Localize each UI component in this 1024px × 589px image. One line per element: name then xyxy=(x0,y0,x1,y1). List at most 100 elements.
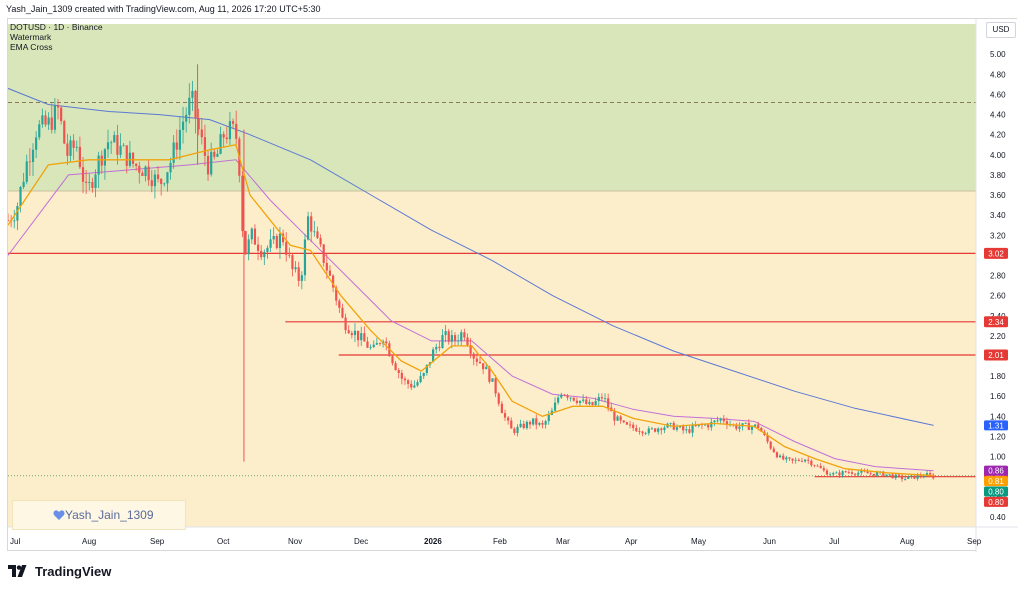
candle-body xyxy=(653,428,657,432)
candle-body xyxy=(494,378,497,394)
candle-body xyxy=(719,418,722,421)
candle-body xyxy=(916,475,919,479)
watermark-box: Yash_Jain_1309 xyxy=(12,500,186,530)
candle-body xyxy=(216,153,219,157)
price-badge[interactable] xyxy=(984,476,1008,487)
candle-body xyxy=(341,307,344,318)
y-tick-label: 2.20 xyxy=(990,332,1006,341)
candle-body xyxy=(407,380,410,384)
candle-body xyxy=(369,347,372,348)
candle-body xyxy=(44,115,47,125)
candle-body xyxy=(628,424,632,426)
candle-body xyxy=(703,424,707,426)
price-badge[interactable] xyxy=(984,420,1008,431)
candle-body xyxy=(922,476,925,477)
level-badge[interactable] xyxy=(984,316,1008,328)
candle-body xyxy=(297,267,300,281)
candle-body xyxy=(97,155,100,175)
candle-body xyxy=(413,385,416,388)
candle-body xyxy=(391,356,394,364)
candle-body xyxy=(250,228,253,240)
price-badge[interactable] xyxy=(984,465,1008,476)
candle-body xyxy=(641,431,644,434)
candle-body xyxy=(432,349,435,363)
candle-body xyxy=(538,422,541,425)
candle-body xyxy=(378,343,382,344)
candle-body xyxy=(591,402,594,406)
candle-body xyxy=(713,420,716,423)
candle-body xyxy=(203,137,207,156)
candle-body xyxy=(616,416,619,421)
candle-body xyxy=(122,145,125,147)
candle-body xyxy=(485,366,488,370)
candle-body xyxy=(316,231,319,239)
candle-body xyxy=(510,420,513,429)
candle-body xyxy=(710,422,713,428)
candle-body xyxy=(525,421,528,429)
candle-body xyxy=(844,471,847,473)
tradingview-logo[interactable]: TradingView xyxy=(8,563,111,579)
price-badge[interactable] xyxy=(984,486,1008,497)
level-badge[interactable] xyxy=(984,247,1008,259)
candle-body xyxy=(532,418,535,425)
legend-ema-cross[interactable]: EMA Cross xyxy=(10,42,53,52)
candle-body xyxy=(228,121,232,140)
candle-body xyxy=(322,244,325,263)
candle-body xyxy=(8,220,10,221)
candle-body xyxy=(78,146,81,168)
candle-body xyxy=(225,137,228,140)
candle-body xyxy=(47,117,50,125)
candle-body xyxy=(85,181,88,183)
candle-body xyxy=(613,411,616,421)
candle-body xyxy=(197,118,200,130)
candle-body xyxy=(100,155,103,166)
candle-body xyxy=(419,376,422,383)
currency-label[interactable]: USD xyxy=(986,22,1016,38)
candle-body xyxy=(685,429,688,431)
price-chart[interactable]: 0.400.600.801.001.201.401.601.802.002.20… xyxy=(8,19,1018,552)
candle-body xyxy=(535,418,538,425)
price-axis[interactable] xyxy=(976,19,1018,552)
y-tick-label: 4.00 xyxy=(990,151,1006,160)
candle-body xyxy=(785,457,788,460)
candle-body xyxy=(850,472,854,474)
candle-body xyxy=(125,145,128,166)
candle-body xyxy=(106,142,110,150)
candle-body xyxy=(882,471,885,476)
candle-body xyxy=(482,363,485,370)
legend-symbol[interactable]: DOTUSD · 1D · Binance xyxy=(10,22,103,32)
candle-body xyxy=(657,428,660,432)
candle-body xyxy=(588,402,591,405)
candle-body xyxy=(722,418,725,422)
candle-body xyxy=(41,115,44,125)
ema-fast-line xyxy=(8,143,934,477)
candle-body xyxy=(88,182,91,183)
candle-body xyxy=(222,134,225,138)
candle-body xyxy=(803,459,807,462)
price-badge[interactable] xyxy=(984,496,1008,507)
candle-body xyxy=(632,424,635,428)
candle-body xyxy=(607,398,610,408)
candle-body xyxy=(663,427,666,431)
level-badge[interactable] xyxy=(984,349,1008,361)
candle-body xyxy=(194,90,197,119)
candle-body xyxy=(769,441,772,449)
candle-body xyxy=(753,424,757,427)
candle-body xyxy=(707,424,710,428)
candle-body xyxy=(600,397,604,399)
candle-body xyxy=(566,395,569,398)
candle-body xyxy=(410,383,413,388)
candle-body xyxy=(156,174,160,179)
candle-body xyxy=(13,220,16,222)
legend-watermark[interactable]: Watermark xyxy=(10,32,52,42)
candle-body xyxy=(260,250,263,258)
candle-body xyxy=(478,361,482,364)
candle-body xyxy=(353,330,357,336)
candle-body xyxy=(800,460,804,462)
candle-body xyxy=(832,473,835,475)
candle-body xyxy=(247,239,250,255)
candle-body xyxy=(75,146,78,148)
candle-body xyxy=(919,475,922,477)
candle-body xyxy=(650,428,654,430)
candle-body xyxy=(507,417,510,421)
